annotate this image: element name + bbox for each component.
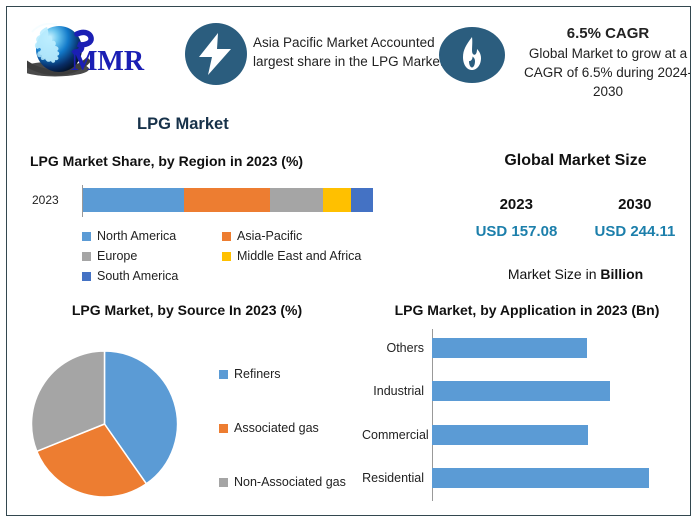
svg-text:MMR: MMR bbox=[71, 46, 145, 77]
